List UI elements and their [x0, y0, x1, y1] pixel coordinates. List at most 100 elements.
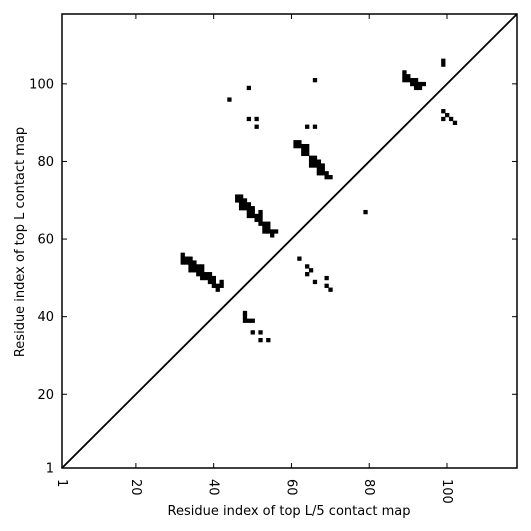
contact-point	[192, 260, 197, 265]
contact-point	[238, 194, 244, 199]
contact-point	[196, 272, 201, 277]
x-axis-ticks: 1 20 40 60 80 100	[54, 14, 454, 504]
contact-point	[448, 116, 454, 122]
contact-point	[308, 268, 314, 273]
contact-point	[316, 159, 322, 164]
contact-point	[235, 194, 240, 199]
contact-point	[410, 78, 415, 83]
y-tick-label: 20	[37, 388, 54, 403]
y-tick-label: 40	[37, 310, 54, 325]
contact-point	[266, 221, 271, 226]
contact-point	[258, 330, 263, 335]
contact-point	[203, 275, 209, 281]
contact-point	[188, 264, 193, 269]
contact-point	[192, 268, 197, 273]
contact-point	[227, 97, 232, 102]
contact-point	[207, 272, 213, 277]
contact-point	[215, 283, 220, 288]
contact-point	[207, 275, 213, 281]
contact-point	[238, 206, 244, 211]
contact-point	[242, 314, 248, 320]
contact-point	[180, 260, 185, 265]
contact-point	[328, 287, 333, 292]
contact-point	[305, 264, 310, 269]
contact-point	[211, 275, 217, 281]
contact-point	[312, 279, 318, 285]
contact-point	[297, 143, 302, 149]
contact-point	[363, 209, 368, 215]
contact-point	[184, 260, 189, 265]
x-tick-label: 20	[128, 479, 143, 496]
contact-point	[254, 213, 259, 219]
contact-point	[417, 85, 423, 91]
contact-point	[254, 116, 259, 122]
contact-point	[215, 287, 220, 292]
contact-point	[196, 264, 201, 269]
contact-points	[180, 58, 458, 343]
contact-point	[219, 283, 224, 288]
contact-point	[196, 268, 201, 273]
y-tick-label: 80	[37, 155, 54, 170]
contact-point	[308, 163, 314, 168]
contact-point	[445, 112, 450, 118]
x-tick-label: 60	[283, 479, 298, 496]
contact-point	[297, 256, 302, 261]
contact-point	[324, 283, 329, 288]
contact-point	[188, 268, 193, 273]
contact-point	[324, 275, 329, 281]
contact-point	[413, 85, 419, 91]
contact-point	[250, 318, 255, 323]
contact-point	[200, 275, 205, 281]
contact-point	[262, 221, 267, 226]
contact-point	[270, 229, 275, 234]
contact-point	[312, 78, 318, 83]
contact-point	[402, 74, 407, 79]
contact-point	[312, 124, 318, 129]
contact-point	[266, 338, 271, 343]
contact-point	[324, 171, 329, 176]
contact-point	[413, 78, 419, 83]
contact-point	[305, 147, 310, 153]
x-axis-label: Residue index of top L/5 contact map	[168, 504, 411, 519]
contact-point	[266, 229, 271, 234]
contact-point	[320, 167, 325, 172]
x-tick-label: 1	[54, 479, 69, 487]
contact-point	[207, 279, 213, 285]
contact-point	[188, 260, 193, 265]
contact-point	[192, 264, 197, 269]
contact-point	[402, 70, 407, 75]
contact-point	[242, 318, 248, 323]
contact-point	[180, 256, 185, 261]
contact-point	[258, 221, 263, 226]
contact-point	[246, 85, 252, 91]
contact-point	[238, 198, 244, 203]
contact-point	[305, 124, 310, 129]
contact-point	[266, 225, 271, 230]
y-tick-label: 1	[46, 462, 54, 477]
contact-point	[421, 81, 427, 87]
contact-point	[258, 338, 263, 343]
contact-point	[441, 58, 446, 63]
contact-point	[301, 151, 306, 157]
contact-point	[305, 143, 310, 149]
contact-point	[312, 163, 318, 168]
contact-point	[246, 116, 252, 122]
contact-point	[250, 206, 255, 211]
contact-point	[246, 206, 252, 211]
contact-point	[312, 159, 318, 164]
contact-point	[211, 283, 217, 288]
contact-point	[242, 198, 248, 203]
contact-point	[258, 217, 263, 223]
contact-point	[301, 143, 306, 149]
contact-point	[258, 209, 263, 215]
contact-point	[328, 175, 333, 180]
contact-point	[406, 78, 411, 83]
contact-point	[297, 140, 302, 145]
contact-point	[246, 318, 252, 323]
x-tick-label: 40	[206, 479, 221, 496]
y-tick-label: 100	[29, 77, 54, 92]
contact-point	[452, 120, 458, 125]
plot-frame	[61, 13, 518, 469]
contact-point	[180, 252, 185, 257]
